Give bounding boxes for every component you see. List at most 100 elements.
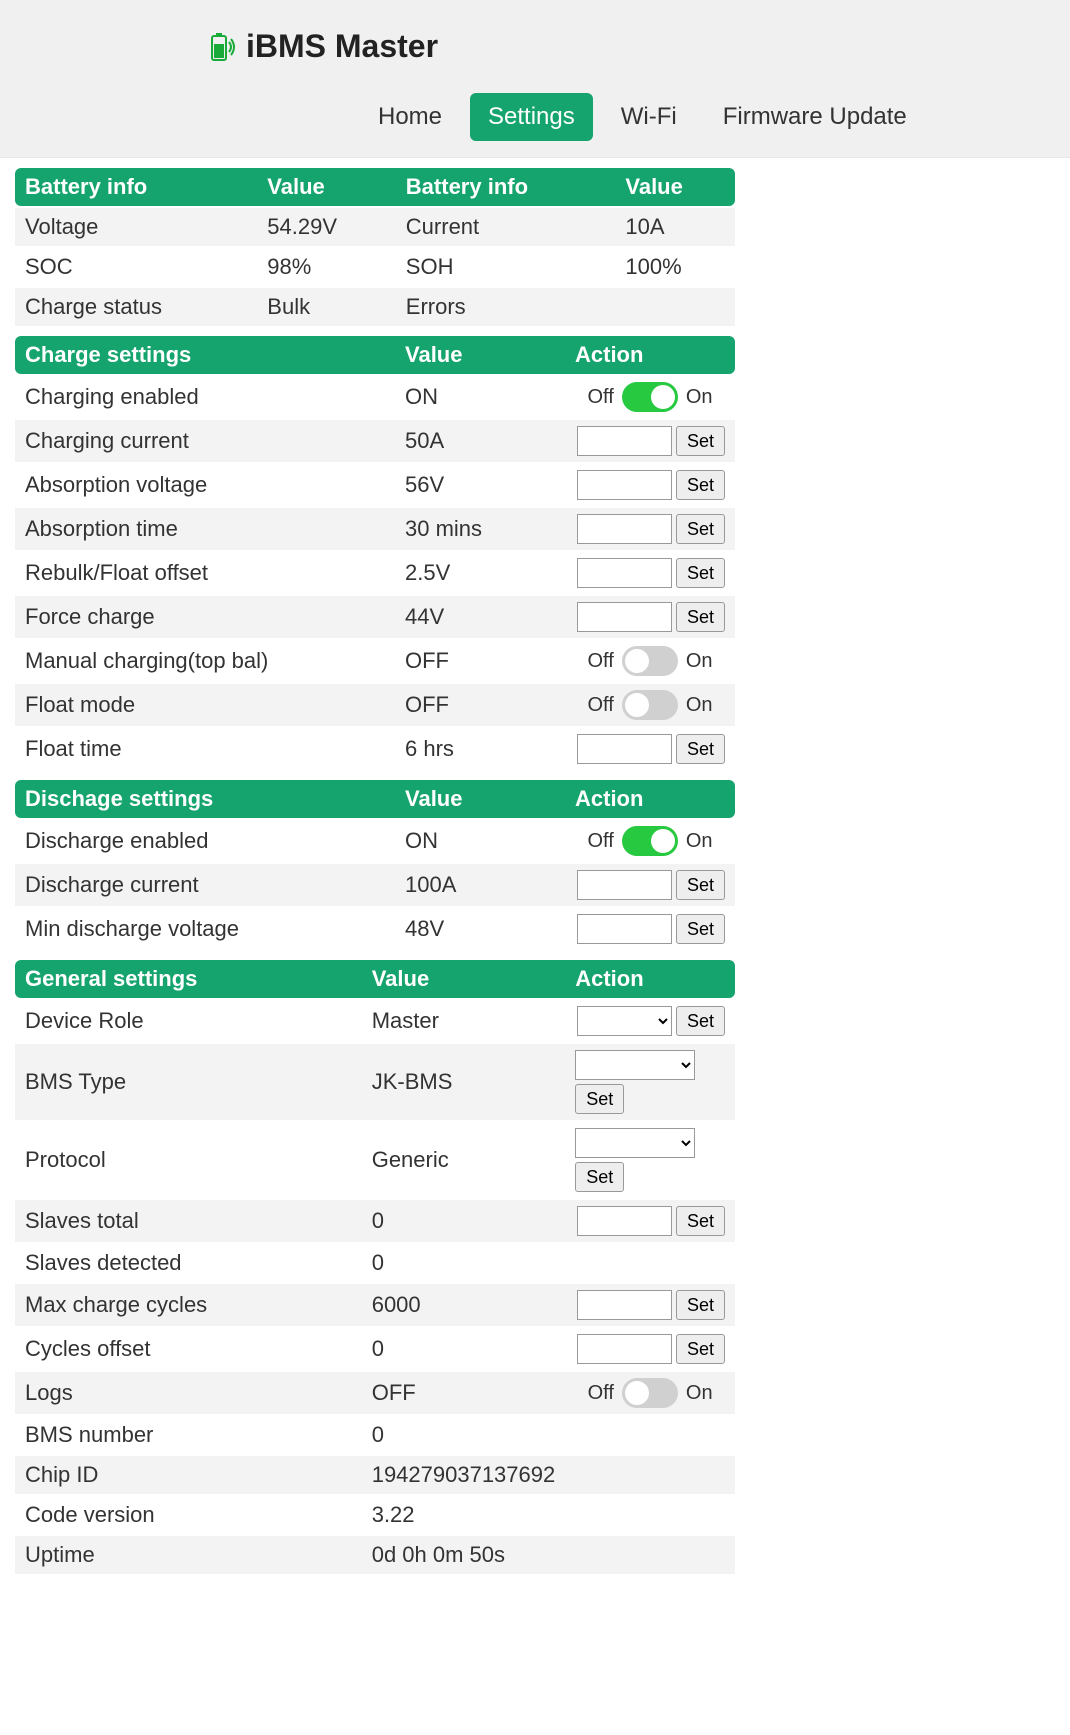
value-input[interactable]: [577, 870, 672, 900]
set-button[interactable]: Set: [575, 1084, 624, 1114]
value-input[interactable]: [577, 734, 672, 764]
toggle-switch[interactable]: [622, 690, 678, 720]
input-set-group: Set: [575, 1206, 725, 1236]
value-input[interactable]: [577, 1290, 672, 1320]
set-button[interactable]: Set: [676, 514, 725, 544]
nav-home[interactable]: Home: [360, 93, 460, 141]
value-input[interactable]: [577, 558, 672, 588]
setting-label: Cycles offset: [15, 1328, 362, 1370]
set-button[interactable]: Set: [676, 1006, 725, 1036]
set-button[interactable]: Set: [676, 426, 725, 456]
setting-label: BMS Type: [15, 1044, 362, 1120]
set-button[interactable]: Set: [676, 602, 725, 632]
toggle-on-label: On: [686, 650, 713, 673]
set-button[interactable]: Set: [676, 1334, 725, 1364]
battery-signal-icon: [210, 32, 236, 62]
info-cell: SOC: [15, 248, 257, 286]
value-input[interactable]: [577, 426, 672, 456]
settings-row: BMS number0: [15, 1416, 735, 1454]
general-header-label: General settings: [15, 960, 362, 998]
settings-row: Chip ID194279037137692: [15, 1456, 735, 1494]
setting-value: 194279037137692: [362, 1456, 566, 1494]
select-stack-group: Set: [575, 1128, 725, 1192]
nav-wifi[interactable]: Wi-Fi: [603, 93, 695, 141]
input-set-group: Set: [575, 470, 725, 500]
value-input[interactable]: [577, 514, 672, 544]
general-settings-table: General settings Value Action Device Rol…: [15, 958, 735, 1576]
value-input[interactable]: [577, 470, 672, 500]
setting-value: 100A: [395, 864, 565, 906]
value-select[interactable]: [577, 1006, 672, 1036]
setting-label: Absorption voltage: [15, 464, 395, 506]
battery-info-table: Battery info Value Battery info Value Vo…: [15, 166, 735, 328]
setting-label: Absorption time: [15, 508, 395, 550]
set-button[interactable]: Set: [676, 1206, 725, 1236]
action-cell: Set: [565, 1122, 735, 1198]
general-header-value: Value: [362, 960, 566, 998]
input-set-group: Set: [575, 1334, 725, 1364]
input-set-group: Set: [575, 914, 725, 944]
input-set-group: Set: [575, 426, 725, 456]
toggle-switch[interactable]: [622, 1378, 678, 1408]
toggle-wrap: Off On: [575, 646, 725, 676]
toggle-switch[interactable]: [622, 826, 678, 856]
toggle-off-label: Off: [588, 650, 614, 673]
settings-row: Max charge cycles6000Set: [15, 1284, 735, 1326]
setting-value: 3.22: [362, 1496, 566, 1534]
toggle-switch[interactable]: [622, 382, 678, 412]
setting-value: 0: [362, 1244, 566, 1282]
setting-value: 44V: [395, 596, 565, 638]
value-select[interactable]: [575, 1128, 695, 1158]
info-cell: [615, 288, 735, 326]
charge-settings-table: Charge settings Value Action Charging en…: [15, 334, 735, 772]
action-cell: Set: [565, 1328, 735, 1370]
setting-label: Protocol: [15, 1122, 362, 1198]
nav-settings[interactable]: Settings: [470, 93, 593, 141]
setting-value: 30 mins: [395, 508, 565, 550]
set-button[interactable]: Set: [676, 1290, 725, 1320]
action-cell: Set: [565, 596, 735, 638]
setting-value: Generic: [362, 1122, 566, 1198]
brand-title: iBMS Master: [246, 28, 438, 65]
input-set-group: Set: [575, 558, 725, 588]
toggle-off-label: Off: [588, 386, 614, 409]
select-set-group: Set: [575, 1006, 725, 1036]
set-button[interactable]: Set: [676, 734, 725, 764]
toggle-switch[interactable]: [622, 646, 678, 676]
header-area: iBMS Master Home Settings Wi-Fi Firmware…: [0, 0, 1070, 158]
set-button[interactable]: Set: [676, 558, 725, 588]
info-cell: 10A: [615, 208, 735, 246]
setting-label: Charging current: [15, 420, 395, 462]
settings-row: Float time6 hrsSet: [15, 728, 735, 770]
action-cell: Set: [565, 508, 735, 550]
set-button[interactable]: Set: [676, 870, 725, 900]
info-cell: 100%: [615, 248, 735, 286]
settings-row: Device RoleMasterSet: [15, 1000, 735, 1042]
setting-label: BMS number: [15, 1416, 362, 1454]
settings-row: Float modeOFFOffOn: [15, 684, 735, 726]
setting-label: Code version: [15, 1496, 362, 1534]
set-button[interactable]: Set: [676, 914, 725, 944]
discharge-header-label: Dischage settings: [15, 780, 395, 818]
set-button[interactable]: Set: [676, 470, 725, 500]
info-cell: Errors: [396, 288, 616, 326]
value-input[interactable]: [577, 1334, 672, 1364]
input-set-group: Set: [575, 1290, 725, 1320]
info-cell: Voltage: [15, 208, 257, 246]
input-set-group: Set: [575, 734, 725, 764]
nav-firmware-update[interactable]: Firmware Update: [705, 93, 925, 141]
setting-value: JK-BMS: [362, 1044, 566, 1120]
toggle-on-label: On: [686, 1382, 713, 1405]
settings-row: Min discharge voltage48VSet: [15, 908, 735, 950]
value-input[interactable]: [577, 914, 672, 944]
nav-tabs: Home Settings Wi-Fi Firmware Update: [0, 93, 1070, 141]
settings-row: Rebulk/Float offset2.5VSet: [15, 552, 735, 594]
value-select[interactable]: [575, 1050, 695, 1080]
set-button[interactable]: Set: [575, 1162, 624, 1192]
setting-label: Min discharge voltage: [15, 908, 395, 950]
value-input[interactable]: [577, 602, 672, 632]
input-set-group: Set: [575, 514, 725, 544]
discharge-header-action: Action: [565, 780, 735, 818]
value-input[interactable]: [577, 1206, 672, 1236]
settings-row: Discharge current100ASet: [15, 864, 735, 906]
